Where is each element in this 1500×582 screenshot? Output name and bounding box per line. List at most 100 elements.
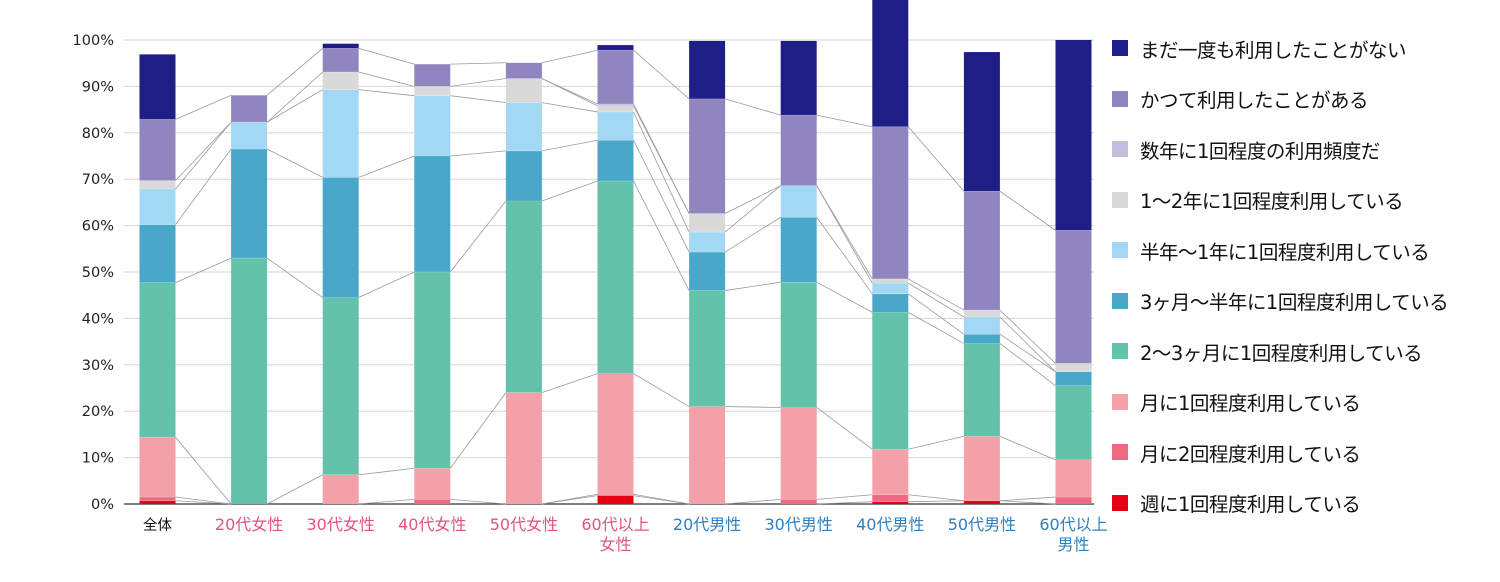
bar-segment	[414, 499, 451, 504]
bar-segment	[597, 104, 634, 106]
connector-line	[816, 217, 873, 295]
legend-label: 半年〜1年に1回程度利用している	[1140, 240, 1430, 264]
legend-label: 数年に1回程度の利用頻度だ	[1140, 139, 1380, 163]
legend-swatch	[1112, 90, 1128, 107]
bar-segment	[872, 494, 909, 502]
bar-stack	[322, 43, 359, 504]
bar-segment	[872, 312, 909, 450]
connector-line	[449, 392, 507, 469]
connector-line	[816, 501, 873, 505]
bar-segment	[139, 119, 176, 181]
bar-segment	[1055, 363, 1092, 372]
legend-swatch	[1112, 191, 1128, 208]
connector-line	[725, 281, 781, 291]
connector-line	[541, 373, 598, 394]
bar-segment	[139, 224, 176, 283]
connector-line	[175, 121, 232, 181]
connector-line	[266, 71, 323, 123]
y-tick-label: 70%	[82, 172, 114, 188]
legend-label: 月に1回程度利用している	[1140, 392, 1361, 415]
bar-segment	[597, 495, 634, 504]
x-tick-label: 30代女性	[307, 515, 375, 534]
connector-line	[999, 500, 1056, 505]
connector-line	[999, 496, 1056, 502]
bar-segment	[414, 86, 451, 96]
bar-segment	[414, 468, 451, 500]
bar-segment	[139, 282, 176, 438]
bars	[139, 0, 1092, 504]
bar-stack	[414, 63, 451, 504]
bar-segment	[1055, 459, 1092, 498]
connector-line	[266, 148, 323, 178]
legend-item: まだ一度も利用したことがない	[1112, 33, 1407, 63]
legend-item: かつて利用したことがある	[1112, 84, 1369, 114]
bar-segment	[963, 52, 1000, 192]
connector-line	[541, 49, 598, 64]
connector-line	[999, 190, 1056, 231]
y-tick-label: 40%	[82, 311, 114, 327]
connector-line	[266, 48, 323, 96]
y-tick-label: 0%	[91, 497, 114, 513]
legend-swatch	[1112, 292, 1128, 309]
bar-segment	[139, 500, 176, 504]
connector-line	[908, 293, 965, 335]
bar-stack	[597, 45, 634, 504]
connector-line	[450, 62, 506, 65]
bar-segment	[780, 115, 817, 186]
connector-line	[175, 500, 232, 505]
connector-line	[725, 498, 781, 505]
legend-swatch	[1112, 393, 1128, 410]
bar-stack	[872, 0, 909, 504]
bar-segment	[505, 78, 542, 103]
legend-label: 月に2回程度利用している	[1140, 442, 1361, 466]
bar-stack	[780, 40, 817, 504]
bar-segment	[1055, 497, 1092, 504]
bar-segment	[780, 185, 817, 218]
bar-segment	[689, 232, 726, 253]
bar-segment	[414, 272, 451, 469]
connector-line	[633, 373, 690, 407]
bar-segment	[689, 252, 726, 291]
y-tick-label: 80%	[82, 126, 114, 142]
connector-line	[450, 78, 506, 87]
bar-segment	[231, 95, 268, 123]
connector-line	[175, 496, 232, 505]
connector-line	[816, 281, 873, 313]
bar-stack	[505, 62, 542, 504]
bar-segment	[505, 150, 542, 202]
bar-segment	[322, 297, 359, 475]
bar-segment	[780, 499, 817, 504]
bar-segment	[780, 40, 817, 116]
legend-item: 月に2回程度利用している	[1112, 437, 1361, 467]
legend-label: 1〜2年に1回程度利用している	[1140, 190, 1404, 213]
x-tick-label: 50代男性	[948, 515, 1016, 534]
bar-segment	[689, 40, 726, 99]
bar-segment	[322, 72, 359, 90]
legend-item: 半年〜1年に1回程度利用している	[1112, 235, 1430, 265]
bar-segment	[597, 494, 634, 496]
legend-swatch	[1112, 343, 1128, 359]
bar-segment	[872, 0, 909, 127]
bar-segment	[689, 213, 726, 233]
bar-stack	[1055, 40, 1092, 504]
bar-segment	[597, 50, 634, 105]
bar-segment	[963, 310, 1000, 318]
bar-segment	[322, 474, 359, 504]
bar-segment	[597, 105, 634, 112]
legend-item: 数年に1回程度の利用頻度だ	[1112, 134, 1380, 164]
connector-line	[541, 139, 598, 152]
legend-label: 2〜3ヶ月に1回程度利用している	[1140, 341, 1423, 365]
bar-stack	[139, 54, 176, 504]
bar-segment	[689, 98, 726, 214]
bar-segment	[597, 181, 634, 374]
connector-line	[266, 89, 323, 123]
bar-stack	[231, 94, 268, 504]
bar-segment	[1055, 40, 1092, 231]
connector-line	[633, 140, 690, 253]
legend-item: 1〜2年に1回程度利用している	[1112, 185, 1404, 215]
connector-line	[358, 71, 415, 87]
y-tick-label: 30%	[82, 358, 114, 374]
legend-item: 週に1回程度利用している	[1112, 488, 1361, 518]
bar-segment	[1055, 385, 1092, 460]
